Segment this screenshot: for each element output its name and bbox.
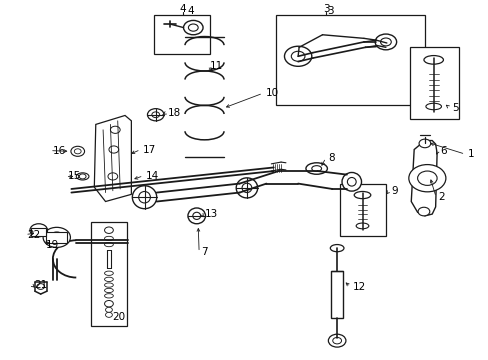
Text: 1: 1 xyxy=(467,149,473,159)
Ellipse shape xyxy=(104,294,113,298)
Ellipse shape xyxy=(192,212,200,220)
Ellipse shape xyxy=(346,177,355,186)
Ellipse shape xyxy=(341,172,361,191)
Ellipse shape xyxy=(236,178,257,198)
Bar xyxy=(330,271,342,318)
Bar xyxy=(91,222,127,326)
Ellipse shape xyxy=(104,271,113,275)
Ellipse shape xyxy=(104,242,113,247)
Circle shape xyxy=(183,21,203,35)
Text: 7: 7 xyxy=(201,247,208,257)
Text: 16: 16 xyxy=(52,145,65,156)
Text: 11: 11 xyxy=(209,61,222,71)
Circle shape xyxy=(110,126,120,134)
Ellipse shape xyxy=(132,186,157,209)
Circle shape xyxy=(147,109,163,121)
Ellipse shape xyxy=(423,55,443,64)
Text: 6: 6 xyxy=(440,145,446,156)
Text: 9: 9 xyxy=(391,186,398,196)
Circle shape xyxy=(417,171,436,185)
Ellipse shape xyxy=(187,208,205,224)
Circle shape xyxy=(49,232,64,243)
Ellipse shape xyxy=(242,183,251,193)
Bar xyxy=(409,47,458,119)
Bar xyxy=(276,15,424,105)
Ellipse shape xyxy=(104,236,113,240)
Circle shape xyxy=(291,51,305,61)
Text: 2: 2 xyxy=(438,192,444,202)
Text: 21: 21 xyxy=(34,280,47,290)
Text: 18: 18 xyxy=(167,108,181,118)
Ellipse shape xyxy=(104,283,113,287)
Circle shape xyxy=(108,173,118,180)
Circle shape xyxy=(104,227,113,233)
Circle shape xyxy=(104,301,113,307)
Ellipse shape xyxy=(76,173,89,180)
Ellipse shape xyxy=(104,277,113,282)
Circle shape xyxy=(332,337,341,344)
Text: 20: 20 xyxy=(112,312,125,322)
Circle shape xyxy=(284,46,311,66)
Text: 14: 14 xyxy=(146,171,159,181)
Circle shape xyxy=(380,38,390,46)
Circle shape xyxy=(43,227,70,247)
Text: 10: 10 xyxy=(265,88,278,98)
Bar xyxy=(154,15,210,54)
Circle shape xyxy=(74,149,81,154)
Bar xyxy=(31,228,46,236)
Text: 17: 17 xyxy=(143,144,156,154)
Ellipse shape xyxy=(330,244,343,252)
Ellipse shape xyxy=(311,166,321,171)
Circle shape xyxy=(105,307,112,312)
Circle shape xyxy=(328,334,345,347)
Circle shape xyxy=(188,24,198,31)
Ellipse shape xyxy=(355,223,368,229)
Text: 15: 15 xyxy=(68,171,81,181)
Circle shape xyxy=(71,146,84,156)
Text: 12: 12 xyxy=(352,282,365,292)
Ellipse shape xyxy=(104,288,113,293)
Circle shape xyxy=(79,174,86,179)
Circle shape xyxy=(109,146,119,153)
Text: 8: 8 xyxy=(328,153,334,163)
Text: 13: 13 xyxy=(204,210,217,220)
Polygon shape xyxy=(94,116,131,202)
Text: 22: 22 xyxy=(27,230,41,239)
Circle shape xyxy=(30,224,47,237)
Circle shape xyxy=(418,139,430,148)
Circle shape xyxy=(105,312,112,318)
Text: 4: 4 xyxy=(179,4,185,14)
Circle shape xyxy=(374,34,396,50)
Circle shape xyxy=(408,165,445,192)
Polygon shape xyxy=(410,140,436,216)
Ellipse shape xyxy=(425,103,441,110)
Text: 3: 3 xyxy=(327,6,333,17)
Bar xyxy=(46,232,67,243)
Text: 19: 19 xyxy=(45,239,59,249)
Ellipse shape xyxy=(305,163,327,174)
Circle shape xyxy=(417,207,429,216)
Text: 4: 4 xyxy=(186,6,193,17)
Text: 3: 3 xyxy=(323,4,329,14)
Circle shape xyxy=(37,284,44,289)
Bar xyxy=(339,184,385,235)
Text: 5: 5 xyxy=(451,103,457,113)
Circle shape xyxy=(152,112,159,118)
Ellipse shape xyxy=(139,192,150,203)
Ellipse shape xyxy=(353,192,370,199)
